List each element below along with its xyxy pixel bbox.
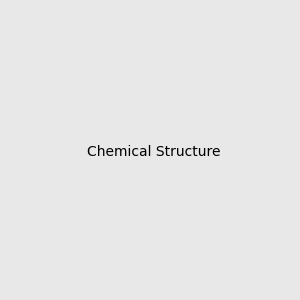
Text: Chemical Structure: Chemical Structure — [87, 145, 220, 158]
